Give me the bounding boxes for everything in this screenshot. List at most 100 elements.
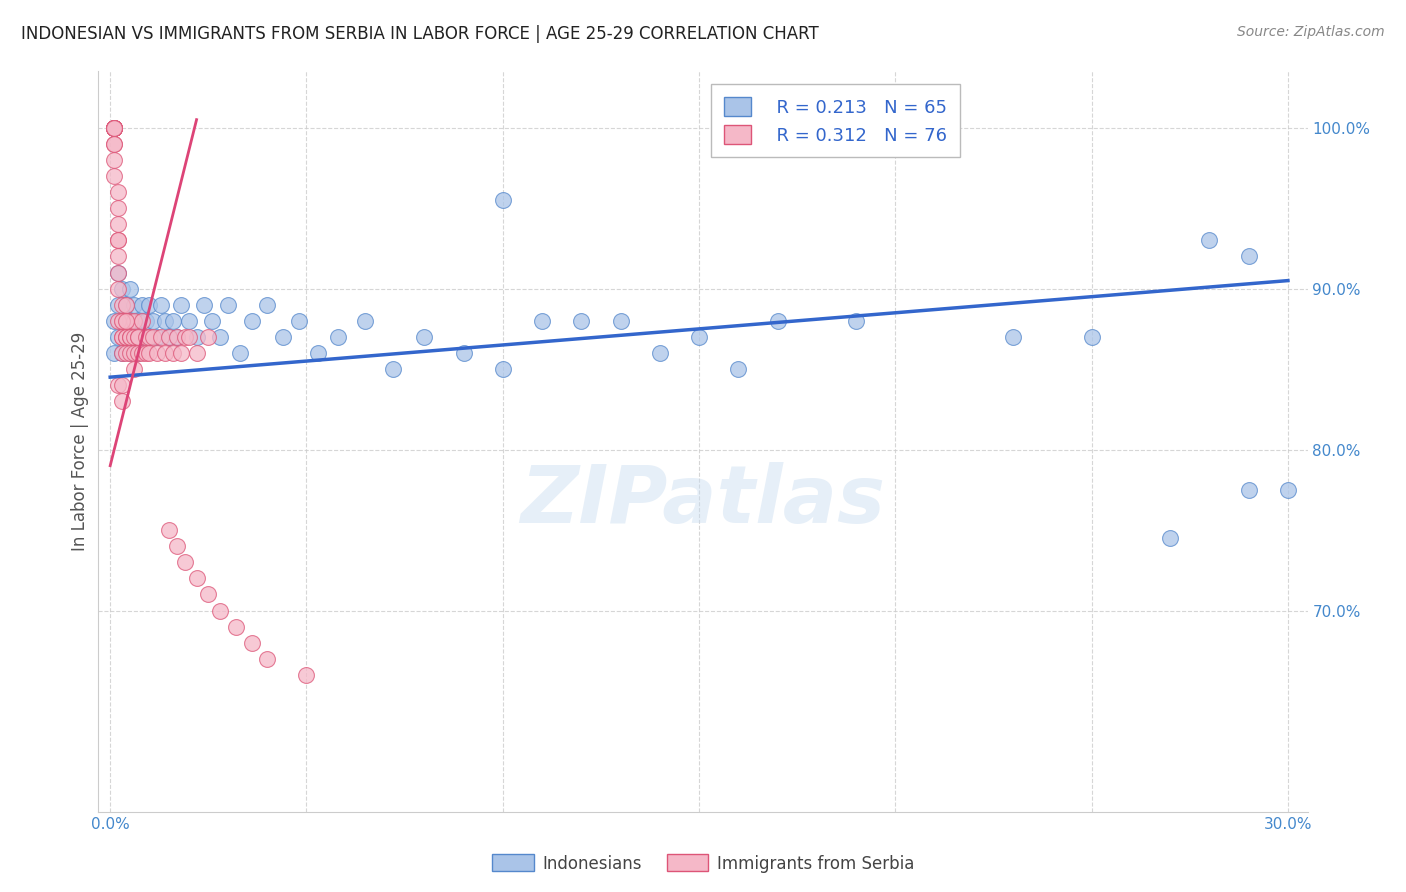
Point (157, 330, 180, 344)
Point (197, 587, 219, 601)
Point (225, 619, 247, 633)
Point (413, 330, 436, 344)
Point (107, 378, 129, 392)
Point (766, 314, 789, 328)
Point (688, 330, 710, 344)
Point (107, 282, 129, 296)
Text: INDONESIAN VS IMMIGRANTS FROM SERBIA IN LABOR FORCE | AGE 25-29 CORRELATION CHAR: INDONESIAN VS IMMIGRANTS FROM SERBIA IN … (21, 25, 818, 43)
Point (115, 314, 138, 328)
Point (1237, 483, 1260, 497)
Point (111, 314, 134, 328)
Point (197, 330, 219, 344)
Point (1080, 330, 1102, 344)
Point (118, 314, 141, 328)
Point (531, 314, 554, 328)
Point (146, 330, 169, 344)
Text: ZIPatlas: ZIPatlas (520, 462, 886, 540)
Point (111, 330, 134, 344)
Point (115, 314, 138, 328)
Point (127, 330, 149, 344)
Point (153, 346, 176, 360)
Point (107, 330, 129, 344)
Point (162, 314, 184, 328)
Point (135, 346, 157, 360)
Point (111, 346, 134, 360)
Point (1002, 330, 1025, 344)
Point (107, 217, 129, 231)
Point (142, 314, 165, 328)
Point (173, 330, 195, 344)
Point (107, 266, 129, 280)
Point (103, 120, 125, 135)
Point (103, 120, 125, 135)
Point (103, 136, 125, 151)
Point (115, 330, 138, 344)
Point (122, 314, 145, 328)
Point (111, 314, 134, 328)
Point (118, 330, 141, 344)
Point (170, 346, 193, 360)
Point (103, 346, 125, 360)
Point (107, 266, 129, 280)
Point (115, 330, 138, 344)
Point (170, 298, 193, 312)
Point (131, 314, 153, 328)
Point (287, 314, 309, 328)
Point (845, 314, 868, 328)
Point (138, 330, 160, 344)
Legend: Indonesians, Immigrants from Serbia: Indonesians, Immigrants from Serbia (485, 847, 921, 880)
Point (146, 346, 169, 360)
Point (138, 330, 160, 344)
Point (131, 330, 153, 344)
Point (256, 652, 278, 666)
Point (107, 233, 129, 247)
Point (1277, 483, 1299, 497)
Point (135, 330, 157, 344)
Point (924, 112, 946, 127)
Point (122, 298, 145, 312)
Point (103, 120, 125, 135)
Point (118, 314, 141, 328)
Point (209, 603, 232, 617)
Point (150, 298, 173, 312)
Point (492, 362, 515, 376)
Point (326, 330, 349, 344)
Point (111, 298, 134, 312)
Point (118, 346, 141, 360)
Point (118, 330, 141, 344)
Point (186, 571, 208, 585)
Point (127, 330, 149, 344)
Point (648, 346, 671, 360)
Point (115, 346, 138, 360)
Point (111, 330, 134, 344)
Point (271, 330, 294, 344)
Point (209, 330, 232, 344)
Point (177, 330, 200, 344)
Point (166, 330, 188, 344)
Point (609, 314, 631, 328)
Point (138, 298, 160, 312)
Point (122, 330, 145, 344)
Point (103, 153, 125, 167)
Point (307, 346, 329, 360)
Legend:   R = 0.213   N = 65,   R = 0.312   N = 76: R = 0.213 N = 65, R = 0.312 N = 76 (711, 84, 960, 157)
Point (111, 378, 134, 392)
Point (217, 298, 239, 312)
Point (166, 539, 188, 553)
Point (107, 249, 129, 263)
Point (111, 394, 134, 409)
Point (727, 362, 749, 376)
Point (103, 136, 125, 151)
Point (240, 636, 263, 650)
Point (173, 555, 195, 569)
Point (157, 523, 180, 537)
Point (256, 298, 278, 312)
Point (150, 330, 173, 344)
Point (157, 330, 180, 344)
Point (107, 298, 129, 312)
Point (122, 362, 145, 376)
Point (103, 120, 125, 135)
Point (240, 314, 263, 328)
Point (107, 233, 129, 247)
Point (111, 346, 134, 360)
